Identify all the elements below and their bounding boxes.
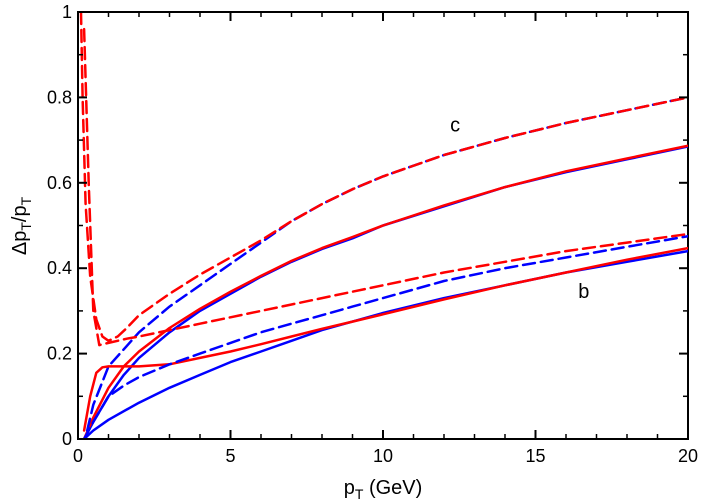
- x-tick-label: 15: [525, 446, 545, 466]
- y-tick-label: 0.2: [47, 344, 72, 364]
- x-tick-label: 5: [225, 446, 235, 466]
- x-tick-label: 20: [678, 446, 698, 466]
- series-layer: [79, 12, 688, 439]
- series-line-7: [82, 27, 688, 347]
- tick-layer: [77, 11, 689, 440]
- annotation-b: b: [578, 281, 589, 303]
- series-line-5: [82, 246, 688, 432]
- x-tick-label: 10: [373, 446, 393, 466]
- x-axis-title: pT (GeV): [344, 477, 423, 502]
- series-line-0: [82, 145, 688, 439]
- annotation-c: c: [450, 115, 460, 137]
- x-tick-label: 0: [73, 446, 83, 466]
- y-axis-title: ΔpT/pT: [9, 196, 34, 255]
- series-line-4: [82, 249, 688, 439]
- series-line-3: [79, 12, 688, 343]
- y-tick-label: 0: [62, 429, 72, 449]
- y-tick-label: 0.8: [47, 87, 72, 107]
- y-tick-label: 0.6: [47, 173, 72, 193]
- series-line-2: [85, 96, 688, 432]
- series-line-6: [82, 234, 688, 439]
- y-tick-label: 1: [62, 2, 72, 22]
- series-line-1: [82, 144, 688, 439]
- label-layer: 0 5 10 15 20 0 0.2 0.4 0.6 0.8 1: [47, 2, 698, 466]
- y-tick-label: 0.4: [47, 258, 72, 278]
